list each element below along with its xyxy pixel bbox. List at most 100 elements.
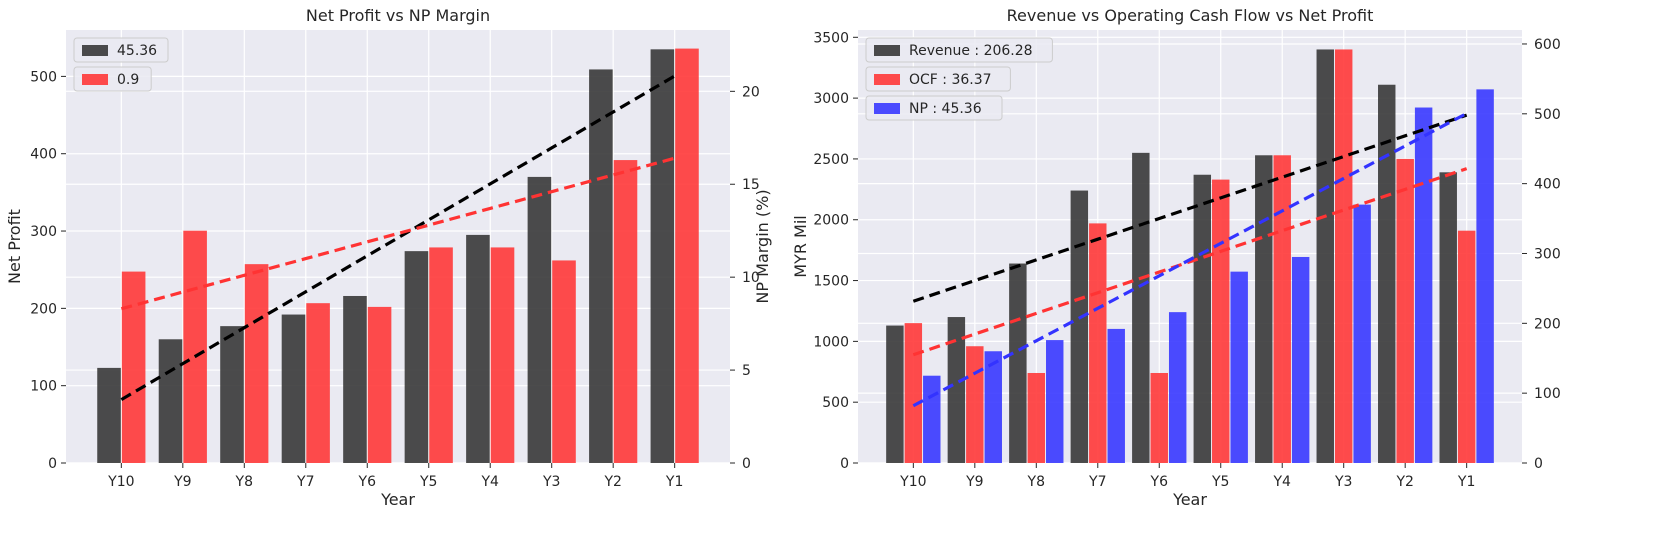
- bar-2-s3-y10: [923, 375, 941, 463]
- xtick-label: Y7: [1088, 474, 1106, 490]
- xtick-label: Y5: [419, 474, 437, 490]
- bar-1-s2-y3: [552, 260, 576, 463]
- ytick-label: 2000: [813, 213, 849, 229]
- trend-line-1-s2: [120, 156, 676, 311]
- bar-2-s1-y9: [947, 317, 966, 463]
- xtick-label: Y2: [603, 474, 621, 490]
- trend-line-2-s2: [912, 167, 1468, 357]
- xtick-label: Y8: [235, 474, 253, 490]
- bar-2-s2-y10: [904, 323, 923, 463]
- bar-1-s1-y7: [281, 314, 306, 463]
- bar-1-s1-y1: [650, 49, 675, 464]
- y2tick-label: 20: [742, 84, 760, 100]
- ytick-label: 1000: [813, 334, 849, 350]
- bar-1-s2-y4: [490, 247, 515, 463]
- xtick-label: Y4: [480, 474, 499, 490]
- bar-2-s2-y8: [1027, 372, 1046, 463]
- bar-1-s1-y6: [343, 295, 367, 463]
- y2tick-label: 15: [742, 177, 760, 193]
- y2tick-label: 0: [1534, 456, 1543, 472]
- bar-1-s2-y10: [121, 271, 146, 463]
- bar-2-s3-y4: [1291, 256, 1310, 463]
- y-axis-label: Net Profit: [5, 209, 24, 284]
- bar-2-s1-y8: [1009, 263, 1027, 463]
- bar-2-s2-y3: [1334, 49, 1353, 464]
- y2tick-label: 300: [1534, 246, 1561, 262]
- bar-1-s1-y9: [158, 339, 183, 463]
- xtick-label: Y10: [107, 474, 134, 490]
- bar-1-s2-y2: [613, 160, 638, 464]
- x-axis-label: Year: [1172, 490, 1207, 509]
- legend-box: [865, 66, 1011, 92]
- bar-2-s2-y4: [1273, 155, 1291, 464]
- bar-1-s2-y6: [367, 306, 392, 463]
- ytick-label: 400: [30, 147, 57, 163]
- bar-1-s1-y8: [220, 326, 244, 463]
- ytick-label: 200: [30, 301, 57, 317]
- bar-2-s1-y4: [1255, 155, 1273, 464]
- legend-swatch: [82, 74, 108, 85]
- bar-2-s3-y5: [1230, 271, 1248, 463]
- legend-swatch: [874, 103, 900, 114]
- bar-2-s1-y5: [1193, 174, 1212, 463]
- xtick-label: Y6: [1150, 474, 1169, 490]
- bar-2-s3-y1: [1476, 89, 1494, 463]
- trend-line-1-s1: [120, 74, 676, 401]
- y-axis-label: MYR Mil: [791, 215, 810, 277]
- bar-2-s3-y6: [1168, 312, 1187, 463]
- xtick-label: Y8: [1027, 474, 1045, 490]
- bar-1-s2-y7: [306, 303, 330, 463]
- bar-2-s1-y3: [1316, 49, 1334, 464]
- legend-label: 0.9: [117, 72, 139, 88]
- y2tick-label: 10: [742, 270, 760, 286]
- ytick-label: 0: [840, 456, 849, 472]
- chart-title: Net Profit vs NP Margin: [306, 6, 490, 25]
- bar-1-s1-y4: [466, 234, 490, 463]
- trend-line-2-s1: [912, 113, 1468, 303]
- ytick-label: 0: [48, 456, 57, 472]
- xtick-label: Y3: [1334, 474, 1352, 490]
- bar-2-s2-y1: [1457, 230, 1476, 463]
- y2tick-label: 200: [1534, 316, 1561, 332]
- bar-1-s2-y8: [244, 264, 269, 463]
- bar-1-s1-y2: [589, 69, 613, 463]
- bar-2-s3-y9: [984, 351, 1002, 463]
- ytick-label: 500: [822, 395, 849, 411]
- legend-label: Revenue : 206.28: [909, 43, 1033, 59]
- x-axis-label: Year: [380, 490, 415, 509]
- legend-swatch: [874, 74, 900, 85]
- legend-swatch: [874, 45, 900, 56]
- bar-2-s1-y10: [886, 325, 904, 463]
- ytick-label: 1500: [813, 274, 849, 290]
- y2tick-label: 5: [742, 363, 751, 379]
- bar-2-s1-y1: [1439, 172, 1457, 463]
- ytick-label: 300: [30, 224, 57, 240]
- xtick-label: Y9: [173, 474, 191, 490]
- legend-box: [865, 37, 1053, 63]
- xtick-label: Y1: [1457, 474, 1475, 490]
- y2-axis-label: NP Margin (%): [753, 189, 772, 303]
- ytick-label: 500: [30, 69, 57, 85]
- xtick-label: Y3: [542, 474, 560, 490]
- bar-2-s2-y5: [1212, 179, 1230, 463]
- bar-2-s2-y7: [1089, 223, 1107, 463]
- ytick-label: 3500: [813, 30, 849, 46]
- xtick-label: Y1: [665, 474, 683, 490]
- bar-2-s2-y2: [1396, 158, 1414, 463]
- chart-title: Revenue vs Operating Cash Flow vs Net Pr…: [1007, 6, 1374, 25]
- bar-2-s3-y2: [1414, 107, 1433, 463]
- bar-1-s1-y5: [404, 251, 429, 463]
- bar-2-s2-y6: [1150, 372, 1168, 463]
- bar-2-s1-y2: [1378, 84, 1396, 463]
- xtick-label: Y10: [899, 474, 926, 490]
- bar-1-s2-y1: [675, 48, 699, 464]
- legend-label: NP : 45.36: [909, 101, 982, 117]
- xtick-label: Y9: [965, 474, 983, 490]
- legend-label: 45.36: [117, 43, 157, 59]
- ytick-label: 100: [30, 379, 57, 395]
- y2tick-label: 400: [1534, 177, 1561, 193]
- ytick-label: 2500: [813, 152, 849, 168]
- bar-2-s1-y6: [1132, 152, 1150, 463]
